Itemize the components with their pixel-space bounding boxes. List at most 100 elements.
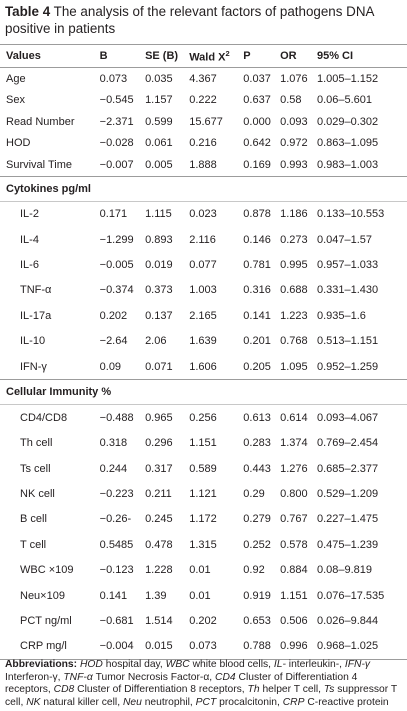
table-cell: IL-10 <box>20 335 46 348</box>
table-row: WBC ×109 −0.123 1.228 0.01 0.92 0.884 0.08–9.8… <box>0 558 407 583</box>
table-cell: Ts cell <box>20 462 51 475</box>
table-cell: 0.653 <box>243 615 271 628</box>
table-cell: 0.137 <box>145 309 173 322</box>
table-cell: 0.141 <box>243 309 271 322</box>
table-row: IL-4 −1.299 0.893 2.116 0.146 0.273 0.047–1.57 <box>0 227 407 252</box>
abbreviation: Ts <box>323 684 335 696</box>
table-cell: 0.972 <box>280 137 308 150</box>
table-cell: 1.005–1.152 <box>316 72 379 85</box>
definition: neutrophil, <box>144 696 193 708</box>
table-cell: Neu×109 <box>20 589 65 602</box>
table-cell: 0.283 <box>243 437 271 450</box>
table-cell: 0.244 <box>99 462 128 475</box>
table-cell: Read Number <box>6 115 75 128</box>
table-cell: IL-17a <box>20 309 52 322</box>
abbreviation: CD8 <box>53 684 75 696</box>
table-cell: −0.123 <box>99 564 134 577</box>
table-cell: NK cell <box>20 488 55 501</box>
abbreviation: Neu <box>122 696 142 708</box>
header-row: Values B SE (B) Wald X2 P OR 95% CI <box>0 44 407 68</box>
table-cell: 0.800 <box>280 488 308 501</box>
definition: natural killer cell, <box>43 696 121 708</box>
data-table: Values B SE (B) Wald X2 P OR 95% CI Age 0.073 0.0… <box>0 44 407 661</box>
definition: C-reactive protein <box>307 696 389 708</box>
table-cell: 0.073 <box>189 633 244 661</box>
table-row: IL-10 −2.64 2.06 1.639 0.201 0.768 0.513–1.151 <box>0 328 407 353</box>
table-cell: 1.514 <box>145 615 173 628</box>
table-row: IL-17a 0.202 0.137 2.165 0.141 1.223 0.935–1.6 <box>0 303 407 328</box>
table-cell: −0.545 <box>99 94 134 107</box>
abbreviation: PCT <box>195 696 217 708</box>
table-cell: 1.228 <box>145 564 173 577</box>
table-cell: 0.201 <box>243 335 271 348</box>
table-cell: 0.318 <box>99 437 128 450</box>
table-cell: 1.276 <box>280 462 308 475</box>
table-cell: 4.367 <box>189 72 217 85</box>
table-cell: 0.205 <box>243 360 271 373</box>
table-cell: 0.227–1.475 <box>316 513 379 526</box>
table-cell: 0.01 <box>189 564 211 577</box>
table-cell: −1.299 <box>99 233 134 246</box>
title-text: The analysis of the relevant factors of … <box>5 4 374 36</box>
table-cell: 0.475–1.239 <box>316 538 379 551</box>
section-row: Cytokines pg/ml <box>0 175 407 202</box>
table-cell: IL-6 <box>20 258 39 271</box>
table-cell: −0.223 <box>99 488 134 501</box>
definition: suppressor T cell, <box>5 684 397 708</box>
table-cell: −2.64 <box>99 335 128 348</box>
table-cell: 0.146 <box>243 233 271 246</box>
table-cell: 0.5485 <box>99 538 134 551</box>
table-cell: 1.186 <box>280 208 308 221</box>
abbreviation: CRP <box>282 696 305 708</box>
table-cell: 0.919 <box>243 589 271 602</box>
header-cell: SE (B) <box>145 44 190 68</box>
abbreviation: TNF-α <box>63 671 93 683</box>
table-row: IFN-γ 0.09 0.071 1.606 0.205 1.095 0.952–1.259 <box>0 354 407 380</box>
table-cell: 2.116 <box>189 233 216 246</box>
table-cell: 1.003 <box>189 284 217 297</box>
table-cell: 0.478 <box>145 538 173 551</box>
table-cell: 1.639 <box>189 335 217 348</box>
table-cell: Sex <box>6 94 25 107</box>
table-cell: −0.488 <box>99 411 134 424</box>
table-cell: 15.677 <box>189 115 223 128</box>
table-cell: 0.685–2.377 <box>316 462 379 475</box>
table-cell: 0.578 <box>280 538 308 551</box>
table-cell: 0.29 <box>243 488 265 501</box>
table-cell: 0.256 <box>189 411 217 424</box>
table-cell: 1.888 <box>189 158 217 171</box>
header-cell: Wald X2 <box>189 44 244 68</box>
table-cell: 0.316 <box>243 284 271 297</box>
table-cell: 0.968–1.025 <box>316 633 407 661</box>
table-cell: 0.015 <box>145 633 190 661</box>
table-cell: −0.028 <box>99 137 134 150</box>
table-cell: 0.026–9.844 <box>316 615 379 628</box>
table-cell: 0.935–1.6 <box>316 309 366 322</box>
table-title: Table 4 The analysis of the relevant fac… <box>5 3 403 37</box>
header-sup: 2 <box>225 48 230 58</box>
table-cell: −0.26- <box>99 513 132 526</box>
table-cell: 0.788 <box>243 633 281 661</box>
table-cell: 1.121 <box>189 488 217 501</box>
table-cell: 1.151 <box>280 589 308 602</box>
table-cell: 0.047–1.57 <box>316 233 373 246</box>
table-cell: 0.005 <box>145 158 173 171</box>
section-row: Cellular Immunity % <box>0 379 407 406</box>
table-cell: 0.023 <box>189 208 217 221</box>
table-cell: −0.681 <box>99 615 134 628</box>
header-cell: P <box>243 44 281 68</box>
table-cell: 0.58 <box>280 94 302 107</box>
table-cell: 0.073 <box>99 72 128 85</box>
table-cell: CRP mg/l <box>0 633 100 661</box>
table-row: HOD −0.028 0.061 0.216 0.642 0.972 0.863–1.095 <box>0 133 407 155</box>
table-cell: 0.061 <box>145 137 173 150</box>
table-cell: 0.768 <box>280 335 308 348</box>
header-cell: OR <box>280 44 317 68</box>
definition: Interferon-γ, <box>5 671 61 683</box>
table-cell: 0.029–0.302 <box>316 115 379 128</box>
table-cell: 0.077 <box>189 258 217 271</box>
table-row: Sex −0.545 1.157 0.222 0.637 0.58 0.06–5.601 <box>0 90 407 112</box>
table-cell: 0.92 <box>243 564 265 577</box>
header-text: Wald X <box>189 51 226 64</box>
table-cell: 0.513–1.151 <box>316 335 379 348</box>
